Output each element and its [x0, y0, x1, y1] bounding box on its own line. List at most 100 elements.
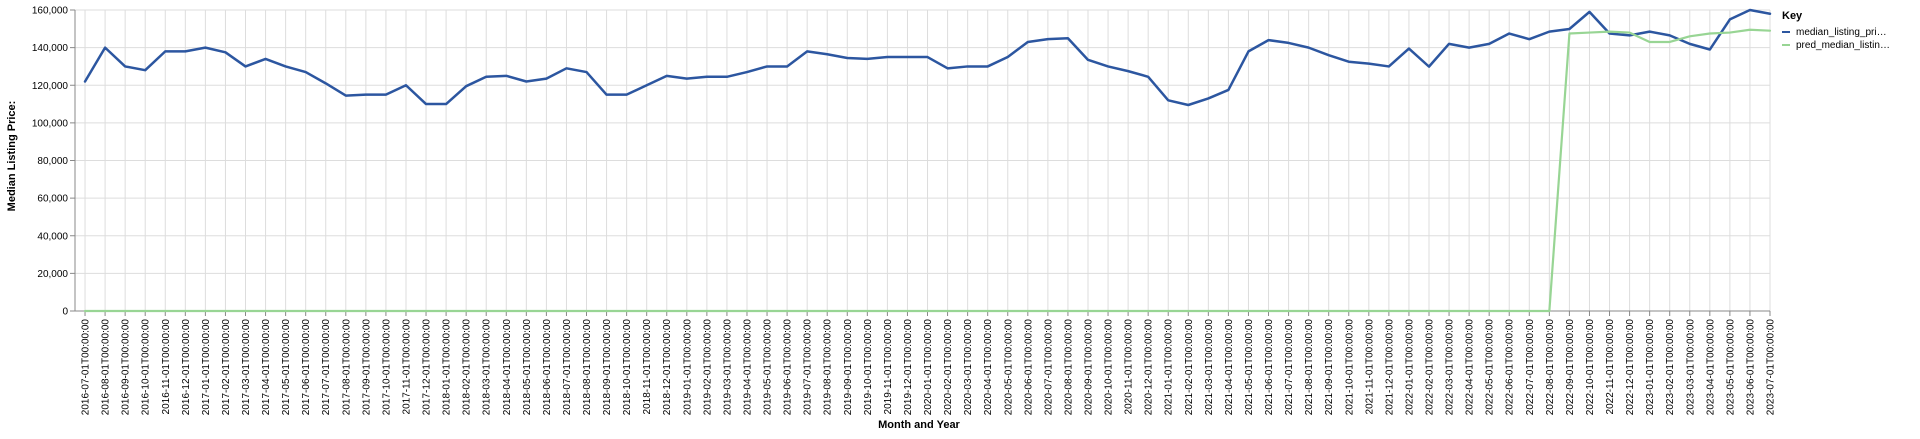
- x-tick-label: 2017-02-01T00:00:00: [221, 319, 232, 416]
- x-tick-label: 2021-10-01T00:00:00: [1344, 319, 1355, 416]
- x-tick-label: 2022-06-01T00:00:00: [1505, 319, 1516, 416]
- x-tick-label: 2022-08-01T00:00:00: [1545, 319, 1556, 416]
- x-tick-label: 2018-07-01T00:00:00: [562, 319, 573, 416]
- x-tick-label: 2016-09-01T00:00:00: [121, 319, 132, 416]
- x-tick-label: 2016-07-01T00:00:00: [81, 319, 92, 416]
- x-tick-label: 2019-03-01T00:00:00: [722, 319, 733, 416]
- x-tick-label: 2020-11-01T00:00:00: [1124, 319, 1135, 415]
- series-line-pred-median-listing-price: [83, 28, 1772, 313]
- x-tick-label: 2021-05-01T00:00:00: [1244, 319, 1255, 416]
- x-tick-label: 2019-04-01T00:00:00: [742, 319, 753, 416]
- x-tick-label: 2018-06-01T00:00:00: [542, 319, 553, 416]
- x-tick-label: 2023-04-01T00:00:00: [1705, 319, 1716, 416]
- x-tick-label: 2022-02-01T00:00:00: [1424, 319, 1435, 416]
- x-tick-label: 2020-08-01T00:00:00: [1063, 319, 1074, 416]
- x-tick-label: 2020-07-01T00:00:00: [1043, 319, 1054, 416]
- x-tick-label: 2017-03-01T00:00:00: [241, 319, 252, 416]
- x-tick-label: 2022-04-01T00:00:00: [1465, 319, 1476, 416]
- x-tick-label: 2018-10-01T00:00:00: [622, 319, 633, 416]
- x-tick-label: 2019-09-01T00:00:00: [843, 319, 854, 416]
- x-tick-label: 2017-08-01T00:00:00: [341, 319, 352, 416]
- x-tick-label: 2021-12-01T00:00:00: [1384, 319, 1395, 416]
- x-tick-label: 2020-12-01T00:00:00: [1144, 319, 1155, 416]
- y-tick-label: 140,000: [32, 43, 69, 54]
- legend-title: Key: [1782, 10, 1803, 22]
- x-tick-label: 2019-01-01T00:00:00: [682, 319, 693, 416]
- x-tick-label: 2018-09-01T00:00:00: [602, 319, 613, 416]
- y-tick-label: 160,000: [32, 6, 69, 17]
- x-tick-label: 2018-12-01T00:00:00: [662, 319, 673, 416]
- x-tick-label: 2021-02-01T00:00:00: [1184, 319, 1195, 416]
- x-tick-label: 2021-04-01T00:00:00: [1224, 319, 1235, 416]
- x-tick-label: 2020-04-01T00:00:00: [983, 319, 994, 416]
- x-tick-label: 2023-03-01T00:00:00: [1685, 319, 1696, 416]
- x-tick-label: 2018-11-01T00:00:00: [642, 319, 653, 415]
- x-tick-label: 2020-05-01T00:00:00: [1003, 319, 1014, 416]
- x-tick-label: 2020-09-01T00:00:00: [1083, 319, 1094, 416]
- x-tick-label: 2021-11-01T00:00:00: [1364, 319, 1375, 415]
- x-axis-title: Month and Year: [878, 419, 960, 431]
- y-tick-label: 0: [62, 307, 68, 318]
- x-tick-label: 2016-11-01T00:00:00: [161, 319, 172, 415]
- x-tick-label: 2017-10-01T00:00:00: [381, 319, 392, 416]
- x-tick-label: 2018-04-01T00:00:00: [502, 319, 513, 416]
- x-tick-label: 2019-10-01T00:00:00: [863, 319, 874, 416]
- x-tick-label: 2022-10-01T00:00:00: [1585, 319, 1596, 416]
- x-tick-label: 2022-05-01T00:00:00: [1485, 319, 1496, 416]
- legend-label-median-listing-price: median_listing_pri…: [1796, 27, 1887, 38]
- x-tick-label: 2023-01-01T00:00:00: [1645, 319, 1656, 416]
- x-tick-label: 2017-06-01T00:00:00: [301, 319, 312, 416]
- x-tick-label: 2019-05-01T00:00:00: [763, 319, 774, 416]
- x-tick-label: 2019-11-01T00:00:00: [883, 319, 894, 415]
- y-tick-label: 40,000: [37, 231, 68, 242]
- y-axis-title: Median Listing Price:: [6, 101, 18, 212]
- x-tick-label: 2018-02-01T00:00:00: [462, 319, 473, 416]
- x-tick-label: 2018-01-01T00:00:00: [442, 319, 453, 416]
- x-tick-label: 2021-03-01T00:00:00: [1204, 319, 1215, 416]
- x-tick-label: 2017-05-01T00:00:00: [281, 319, 292, 416]
- x-tick-label: 2021-06-01T00:00:00: [1264, 319, 1275, 416]
- x-tick-label: 2017-07-01T00:00:00: [321, 319, 332, 416]
- x-tick-label: 2018-08-01T00:00:00: [582, 319, 593, 416]
- x-tick-label: 2020-06-01T00:00:00: [1023, 319, 1034, 416]
- y-tick-label: 100,000: [32, 118, 69, 129]
- x-tick-label: 2017-09-01T00:00:00: [361, 319, 372, 416]
- x-tick-label: 2023-06-01T00:00:00: [1745, 319, 1756, 416]
- y-tick-label: 80,000: [37, 156, 68, 167]
- x-tick-label: 2019-06-01T00:00:00: [783, 319, 794, 416]
- x-tick-label: 2016-12-01T00:00:00: [181, 319, 192, 416]
- x-tick-label: 2019-07-01T00:00:00: [803, 319, 814, 416]
- x-tick-label: 2018-05-01T00:00:00: [522, 319, 533, 416]
- x-tick-label: 2019-08-01T00:00:00: [823, 319, 834, 416]
- x-tick-label: 2023-07-01T00:00:00: [1766, 319, 1777, 416]
- x-tick-label: 2021-08-01T00:00:00: [1304, 319, 1315, 416]
- x-tick-label: 2022-01-01T00:00:00: [1404, 319, 1415, 416]
- x-tick-label: 2020-01-01T00:00:00: [923, 319, 934, 416]
- y-tick-label: 120,000: [32, 81, 69, 92]
- x-tick-label: 2023-05-01T00:00:00: [1725, 319, 1736, 416]
- x-tick-label: 2022-09-01T00:00:00: [1565, 319, 1576, 416]
- x-tick-label: 2017-12-01T00:00:00: [422, 319, 433, 416]
- x-tick-label: 2020-10-01T00:00:00: [1104, 319, 1115, 416]
- legend: Key median_listing_pri… pred_median_list…: [1782, 10, 1890, 51]
- x-tick-label: 2017-11-01T00:00:00: [401, 319, 412, 415]
- x-tick-label: 2022-07-01T00:00:00: [1525, 319, 1536, 416]
- x-tick-label: 2019-02-01T00:00:00: [702, 319, 713, 416]
- y-tick-label: 60,000: [37, 194, 68, 205]
- legend-label-pred-median-listing-price: pred_median_listin…: [1796, 40, 1890, 51]
- x-tick-label: 2017-01-01T00:00:00: [201, 319, 212, 416]
- x-tick-label: 2019-12-01T00:00:00: [903, 319, 914, 416]
- x-tick-label: 2023-02-01T00:00:00: [1665, 319, 1676, 416]
- x-tick-label: 2016-08-01T00:00:00: [101, 319, 112, 416]
- axes: 0 20,000 40,000 60,000 80,000 100,000 120,000 1…: [32, 6, 1777, 416]
- x-tick-label: 2017-04-01T00:00:00: [261, 319, 272, 416]
- x-tick-label: 2022-03-01T00:00:00: [1445, 319, 1456, 416]
- x-tick-label: 2016-10-01T00:00:00: [141, 319, 152, 416]
- x-tick-label: 2021-09-01T00:00:00: [1324, 319, 1335, 416]
- x-tick-label: 2022-11-01T00:00:00: [1605, 319, 1616, 415]
- series-line-median-listing-price: [83, 8, 1772, 107]
- x-tick-label: 2021-07-01T00:00:00: [1284, 319, 1295, 416]
- x-tick-label: 2020-03-01T00:00:00: [963, 319, 974, 416]
